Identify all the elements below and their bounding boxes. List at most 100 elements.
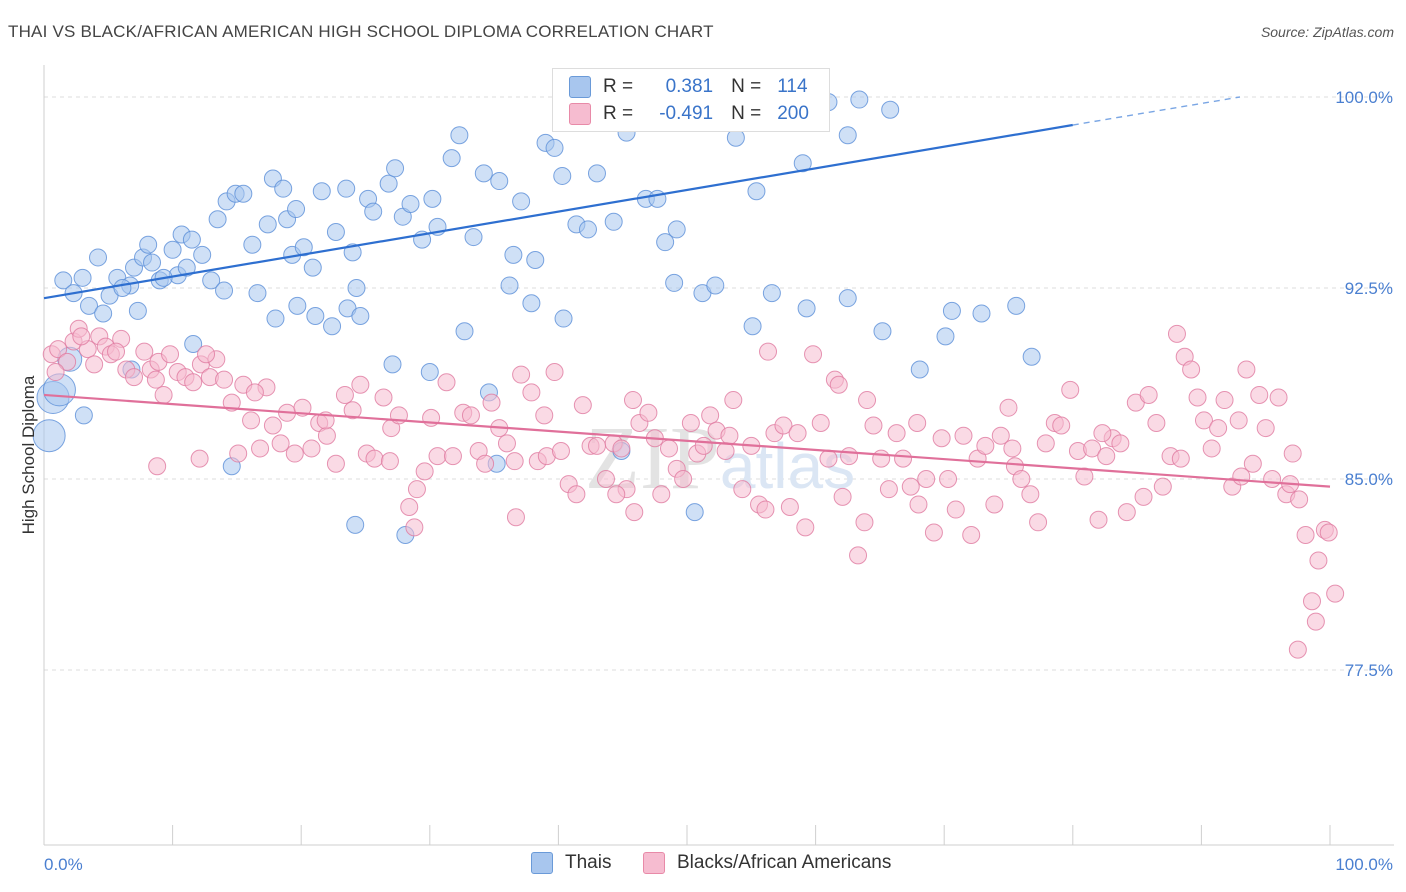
blacks-point-176 (1306, 612, 1325, 631)
blacks-point-53 (437, 373, 456, 392)
blacks-point-121 (946, 500, 965, 519)
trend-lines (43, 96, 1331, 488)
thais-point-8 (139, 235, 158, 254)
series-thais-points (32, 88, 1041, 545)
thais-point-71 (850, 90, 869, 109)
thais-point-68 (793, 154, 812, 173)
thais-point-15 (193, 245, 212, 264)
thais-point-47 (490, 172, 509, 191)
thais-point-119 (1022, 347, 1041, 366)
thais-trend-line (43, 123, 1073, 300)
blacks-point-119 (932, 429, 951, 448)
thais-point-2 (80, 296, 99, 315)
blacks-point-42 (351, 375, 370, 394)
blacks-point-78 (623, 391, 642, 410)
thais-point-98 (665, 273, 684, 292)
blacks-point-24 (215, 370, 234, 389)
thais-point-74 (89, 248, 108, 267)
thais-point-48 (504, 245, 523, 264)
thais-point-49 (512, 192, 531, 211)
blacks-point-183 (197, 345, 216, 364)
blacks-point-70 (567, 485, 586, 504)
thais-point-39 (401, 194, 420, 213)
legend-label-thais: Thais (565, 852, 612, 873)
stats-n-label: N = (731, 76, 762, 97)
thais-point-82 (215, 281, 234, 300)
blacks-point-141 (1097, 447, 1116, 466)
blacks-point-28 (242, 411, 261, 430)
blacks-point-110 (864, 416, 883, 435)
blacks-point-86 (681, 413, 700, 432)
blacks-point-192 (1003, 439, 1022, 458)
stats-r-value-blacks: -0.491 (659, 103, 714, 124)
blacks-point-116 (909, 495, 928, 514)
blacks-point-17 (161, 345, 180, 364)
chart-title: THAI VS BLACK/AFRICAN AMERICAN HIGH SCHO… (8, 22, 714, 41)
blacks-point-153 (1182, 360, 1201, 379)
blacks-point-147 (1139, 385, 1158, 404)
thais-point-90 (383, 355, 402, 374)
blacks-point-117 (917, 470, 936, 488)
stats-swatch-thais (569, 76, 591, 98)
thais-point-30 (326, 222, 345, 241)
blacks-point-133 (1036, 434, 1055, 453)
y-tick-label-2: 92.5% (1345, 279, 1393, 298)
blacks-point-122 (954, 426, 973, 445)
blacks-point-58 (476, 454, 495, 473)
thais-point-73 (73, 268, 92, 287)
thais-point-89 (351, 307, 370, 326)
blacks-point-171 (1302, 592, 1321, 611)
blacks-point-198 (405, 518, 424, 537)
blacks-point-101 (796, 518, 815, 537)
blacks-point-38 (317, 426, 336, 445)
blacks-point-162 (1243, 454, 1262, 473)
thais-point-31 (337, 179, 356, 198)
blacks-point-71 (573, 396, 592, 415)
stats-swatch-blacks (569, 103, 591, 125)
legend-item-thais[interactable]: Thais (531, 852, 611, 874)
thais-point-16 (208, 210, 227, 229)
blacks-point-80 (639, 403, 658, 422)
blacks-point-48 (400, 498, 419, 517)
thais-point-46 (474, 164, 493, 183)
blacks-point-103 (811, 413, 830, 432)
blacks-point-13 (135, 342, 154, 361)
blacks-point-113 (887, 424, 906, 443)
thais-point-62 (667, 220, 686, 239)
thais-point-10 (163, 240, 182, 259)
blacks-point-62 (505, 452, 524, 471)
blacks-point-181 (107, 342, 126, 361)
blacks-point-161 (1237, 360, 1256, 379)
blacks-point-61 (497, 434, 516, 453)
blacks-point-184 (245, 383, 264, 402)
blacks-point-100 (788, 424, 807, 443)
thais-point-20 (243, 235, 262, 254)
thais-point-104 (910, 360, 929, 379)
blacks-point-170 (1296, 526, 1315, 545)
blacks-point-168 (1283, 444, 1302, 463)
blacks-trend-line (43, 393, 1331, 488)
thais-point-84 (266, 309, 285, 328)
blacks-point-34 (285, 444, 304, 463)
axes (43, 65, 1394, 846)
y-tick-label-1: 85.0% (1345, 470, 1393, 489)
thais-point-67 (762, 284, 781, 303)
stats-n-value-blacks: 200 (777, 103, 809, 124)
thais-point-26 (287, 200, 306, 219)
blacks-point-111 (872, 449, 891, 468)
thais-point-66 (747, 182, 766, 201)
thais-point-92 (455, 322, 474, 341)
blacks-point-20 (184, 373, 203, 392)
legend-item-blacks[interactable]: Blacks/African Americans (643, 852, 891, 874)
blacks-point-102 (804, 345, 823, 364)
legend-swatch-thais (531, 852, 553, 874)
blacks-point-163 (1250, 385, 1269, 404)
blacks-point-146 (1134, 487, 1153, 506)
series-blacks-points (42, 319, 1345, 659)
thais-point-105 (942, 301, 961, 320)
thais-point-43 (442, 149, 461, 168)
thais-point-41 (423, 189, 442, 208)
blacks-point-120 (939, 470, 958, 488)
blacks-point-139 (1083, 439, 1102, 458)
blacks-point-76 (612, 439, 631, 458)
